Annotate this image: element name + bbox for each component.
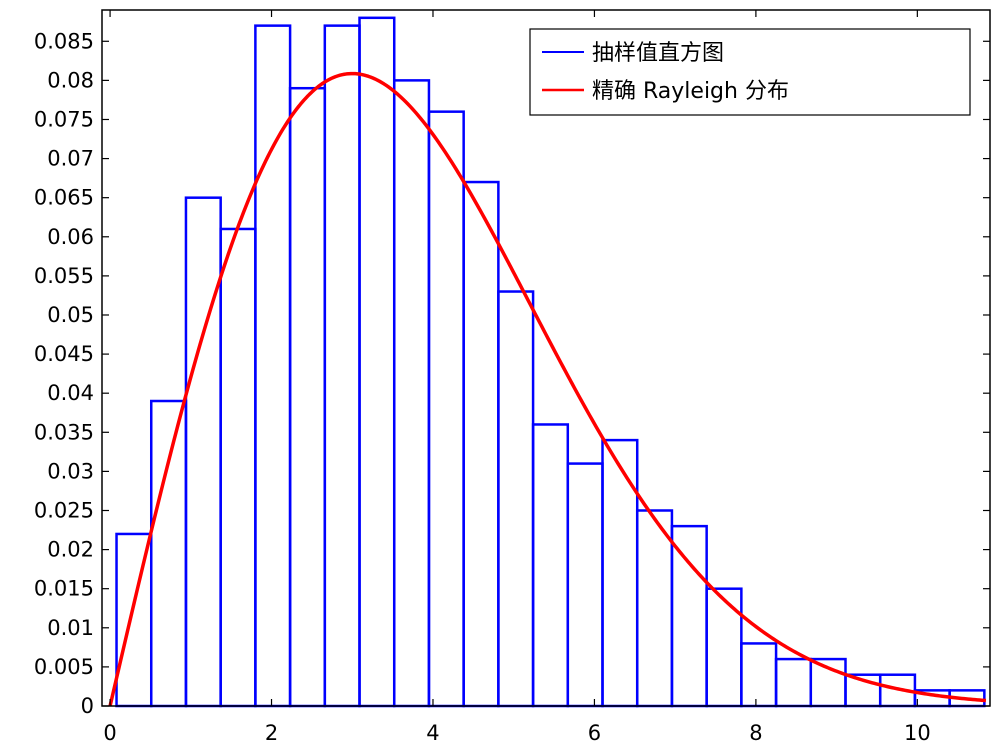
x-tick-label: 8 (749, 721, 762, 745)
legend: 抽样值直方图 精确 Rayleigh 分布 (529, 28, 971, 116)
y-tick-label: 0.035 (34, 420, 94, 444)
axis-ticks (102, 10, 990, 707)
y-tick-label: 0.01 (47, 616, 94, 640)
y-tick-label: 0.065 (34, 186, 94, 210)
y-tick-label: 0.085 (34, 29, 94, 53)
y-tick-label: 0.08 (47, 68, 94, 92)
legend-box (529, 28, 971, 116)
y-tick-labels: 0 0.005 0.01 0.015 0.02 0.025 0.03 0.035 0.04 0.0… (34, 29, 94, 718)
y-tick-label: 0.075 (34, 107, 94, 131)
y-tick-label: 0.02 (47, 538, 94, 562)
y-tick-label: 0.07 (47, 147, 94, 171)
y-tick-label: 0.06 (47, 225, 94, 249)
x-tick-label: 0 (103, 721, 116, 745)
legend-label-histogram: 抽样值直方图 (592, 41, 724, 66)
y-tick-label: 0 (81, 694, 94, 718)
y-tick-label: 0.025 (34, 498, 94, 522)
x-tick-label: 2 (265, 721, 278, 745)
y-tick-label: 0.055 (34, 264, 94, 288)
y-tick-label: 0.03 (47, 459, 94, 483)
plot-frame (101, 9, 991, 707)
x-tick-labels: 0 2 4 6 8 10 (103, 721, 930, 745)
x-tick-label: 10 (904, 721, 931, 745)
y-tick-label: 0.05 (47, 303, 94, 327)
x-tick-label: 4 (426, 721, 439, 745)
x-tick-label: 6 (588, 721, 601, 745)
rayleigh-curve (108, 71, 987, 707)
legend-label-rayleigh: 精确 Rayleigh 分布 (592, 79, 789, 104)
y-tick-label: 0.045 (34, 342, 94, 366)
y-tick-label: 0.04 (47, 381, 94, 405)
y-tick-label: 0.005 (34, 655, 94, 679)
y-tick-label: 0.015 (34, 577, 94, 601)
rayleigh-curve-layer (108, 71, 987, 707)
